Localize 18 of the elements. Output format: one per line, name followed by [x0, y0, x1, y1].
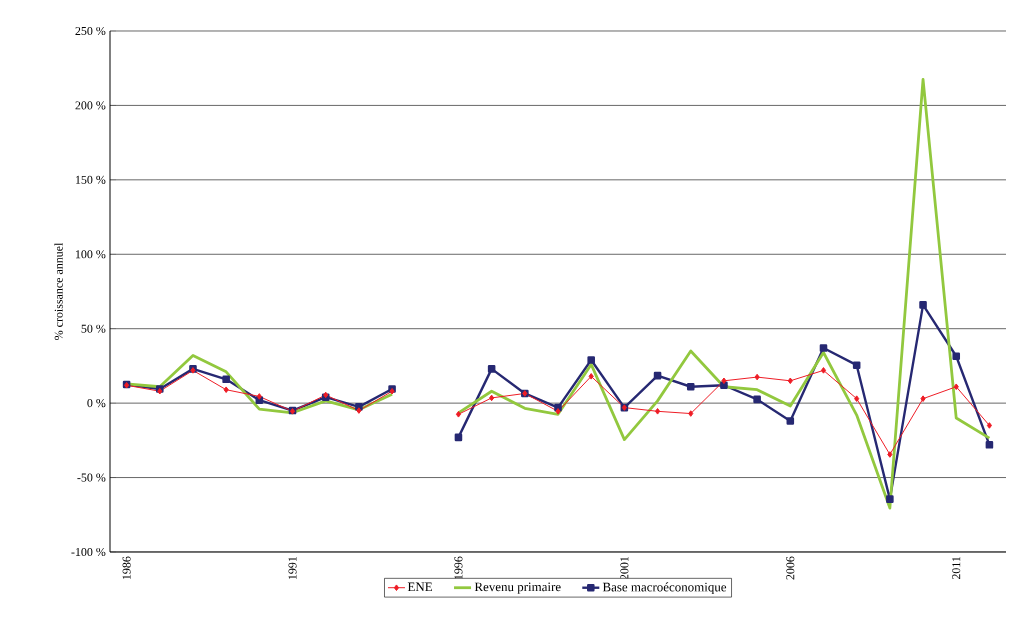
y-axis-title: % croissance annuel	[54, 242, 63, 340]
x-tick-label: 1996	[454, 556, 463, 580]
y-tick-label: -50 %	[77, 473, 106, 482]
y-tick-label: 0 %	[87, 399, 106, 408]
legend-label: Base macroéconomique	[602, 582, 727, 595]
y-tick-label: -100 %	[71, 547, 106, 557]
x-tick-label: 1986	[122, 556, 131, 580]
x-tick-label: 2006	[786, 556, 795, 580]
x-tick-label: 2011	[952, 556, 961, 580]
legend-label: Revenu primaire	[474, 582, 561, 594]
y-tick-label: 150 %	[75, 175, 106, 184]
legend-label: ENE	[407, 582, 432, 592]
x-tick-label: 2001	[620, 556, 629, 580]
y-tick-label: 200 %	[75, 101, 106, 110]
y-tick-label: 250 %	[75, 26, 106, 36]
y-tick-label: 50 %	[81, 324, 106, 333]
x-tick-label: 1991	[288, 556, 297, 580]
y-tick-label: 100 %	[75, 250, 106, 259]
